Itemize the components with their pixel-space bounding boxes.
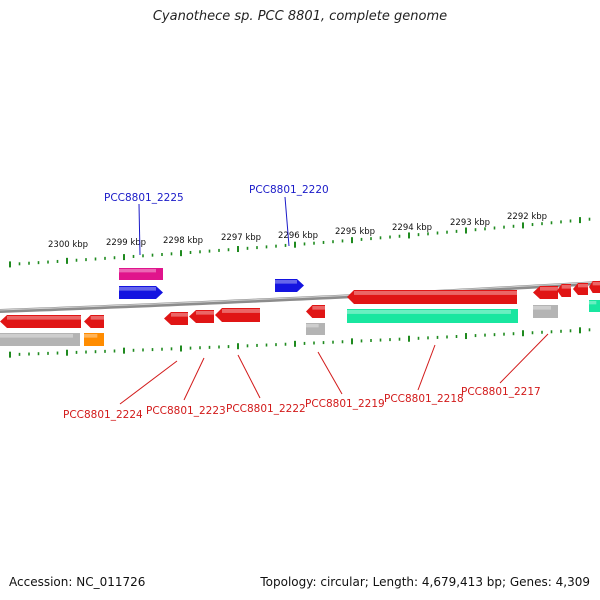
gene-feature <box>306 305 325 318</box>
gene-label-reverse: PCC8801_2217 <box>461 386 541 398</box>
gene-label-forward: PCC8801_2220 <box>249 184 329 196</box>
gene-feature <box>119 286 163 299</box>
gene-feature <box>275 279 304 292</box>
gene-feature <box>347 309 518 323</box>
gene-label-reverse: PCC8801_2224 <box>63 409 143 421</box>
gene-feature <box>306 323 325 335</box>
gene-label-reverse: PCC8801_2218 <box>384 393 464 405</box>
scale-tick-label: 2295 kbp <box>335 227 375 237</box>
gene-label-reverse: PCC8801_2223 <box>146 405 226 417</box>
gene-feature <box>589 300 600 312</box>
map-title: Cyanothece sp. PCC 8801, complete genome <box>152 9 448 24</box>
gene-features <box>0 268 600 346</box>
gene-feature <box>119 268 163 280</box>
gene-label-forward: PCC8801_2225 <box>104 192 184 204</box>
scale-ticks-top <box>9 217 591 268</box>
gene-feature <box>0 333 80 346</box>
gene-feature <box>589 281 600 293</box>
gene-feature <box>84 315 104 328</box>
scale-tick-label: 2300 kbp <box>48 240 88 250</box>
scale-ticks-bottom <box>9 327 591 358</box>
gene-feature <box>533 305 558 318</box>
scale-tick-label: 2292 kbp <box>507 212 547 222</box>
gene-label-reverse: PCC8801_2219 <box>305 398 385 410</box>
scale-tick-label: 2298 kbp <box>163 236 203 246</box>
genome-summary-text: Topology: circular; Length: 4,679,413 bp… <box>260 575 590 589</box>
gene-label-reverse: PCC8801_2222 <box>226 403 306 415</box>
gene-feature <box>84 333 104 346</box>
scale-tick-label: 2296 kbp <box>278 231 318 241</box>
gene-feature <box>164 312 188 325</box>
gene-feature <box>189 310 214 323</box>
scale-tick-label: 2294 kbp <box>392 223 432 233</box>
scale-tick-label: 2299 kbp <box>106 238 146 248</box>
gene-feature <box>573 283 588 295</box>
gene-feature <box>557 284 571 297</box>
scale-tick-label: 2297 kbp <box>221 233 261 243</box>
gene-feature <box>215 308 260 322</box>
gene-feature <box>533 286 558 299</box>
accession-text: Accession: NC_011726 <box>9 575 146 589</box>
gene-feature <box>347 290 517 304</box>
genome-backbone <box>0 280 600 313</box>
scale-tick-label: 2293 kbp <box>450 218 490 228</box>
gene-feature <box>0 315 81 328</box>
scale-labels: 2300 kbp 2299 kbp 2298 kbp 2297 kbp 2296 kbp… <box>48 212 547 250</box>
